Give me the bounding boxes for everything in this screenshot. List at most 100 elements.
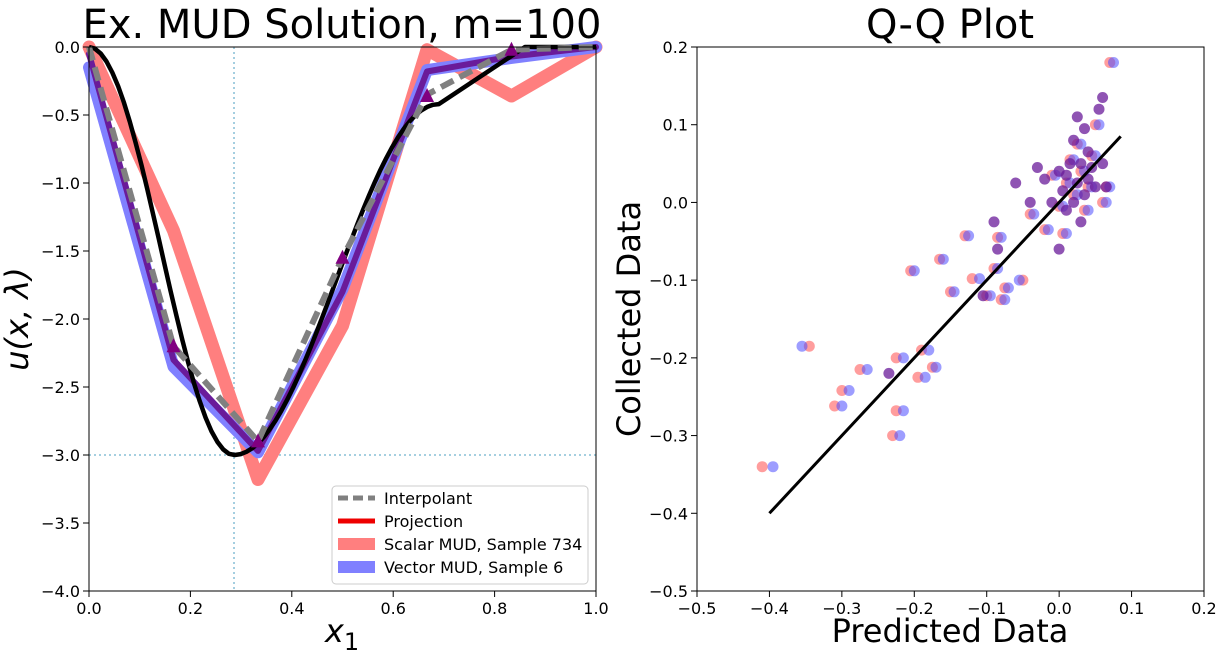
scatter-point [1002,282,1014,294]
scatter-point [995,231,1007,243]
right-x-tick-label: −0.3 [822,599,861,618]
left-y-tick-label: 0.0 [55,38,80,57]
scatter-point [1093,119,1105,131]
legend-label: Interpolant [384,489,472,508]
scatter-point [756,461,768,473]
left-y-axis-label: u(x, λ) [0,267,36,370]
qq-reference-line [768,135,1122,515]
series-line-3 [83,41,602,459]
series-line-2 [82,40,603,486]
right-x-tick-label: −0.4 [750,599,789,618]
left-x-tick-label: 0.2 [178,599,203,618]
left-x-tick-label: 0.8 [482,599,507,618]
scatter-point [1100,196,1112,208]
right-x-tick-label: 0.2 [1191,599,1216,618]
scatter-point [843,385,855,396]
right-x-tick-label: 0.1 [1119,599,1144,618]
scatter-point [1075,216,1087,228]
right-x-tick-label: 0.0 [1046,599,1071,618]
series-line-interpolant [86,44,597,447]
scatter-point [963,230,975,242]
right-y-tick-label: 0.1 [663,116,688,135]
scatter-point [861,364,873,375]
scatter-point [1093,103,1105,115]
triangle-marker [420,87,435,102]
right-x-tick-label: −0.1 [967,599,1006,618]
right-chart-title: Q-Q Plot [866,2,1034,48]
left-y-tick-label: −0.5 [41,106,80,125]
left-x-axis-label-sub: 1 [344,628,359,655]
legend-box [331,485,589,585]
scatter-point [988,216,1000,228]
scatter-point [948,286,960,298]
scatter-point [937,253,949,265]
scatter-point [1013,274,1025,286]
left-legend: Interpolant Projection Scalar MUD, Sample … [331,485,589,585]
scatter-point [1068,196,1080,208]
right-y-tick-label: −0.5 [649,582,688,601]
true-solution-curve [88,44,596,458]
scatter-point [1082,146,1094,158]
scatter-point [836,400,848,412]
scatter-point [897,405,909,417]
triangle-marker [335,249,350,264]
triangle-marker [504,41,519,56]
series-line-4 [86,44,599,454]
right-plot-area [756,57,1122,515]
legend-label: Scalar MUD, Sample 734 [384,535,582,554]
right-ticks: −0.5 −0.4 −0.3 −0.2 −0.1 0.0 0.1 0.2 0.2 0.1 0.0 −0… [649,38,1217,618]
scatter-point [930,361,942,373]
scatter-point [1089,181,1101,193]
right-y-axis-label: Collected Data [610,201,648,437]
left-y-tick-label: −3.0 [41,446,80,465]
scatter-point [894,430,906,442]
scatter-point [908,265,920,277]
right-axes-frame [696,46,1205,592]
left-ticks: 0.0 0.2 0.4 0.6 0.8 1.0 0.0 −0.5 −1.0 −1.5 −2.0 −2.… [41,38,609,618]
scatter-point [767,461,779,473]
legend-label: Projection [384,512,463,531]
left-y-tick-label: −3.5 [41,514,80,533]
left-x-tick-label: 0.6 [380,599,405,618]
scatter-point [796,340,808,352]
scatter-point [883,367,895,379]
scatter-point [1060,169,1072,181]
scatter-point [1100,181,1112,193]
left-y-tick-label: −2.5 [41,378,80,397]
right-x-tick-label: −0.2 [895,599,934,618]
left-x-axis-label-var: x [324,612,345,650]
scatter-point [1079,189,1090,201]
right-y-tick-label: −0.4 [649,504,688,523]
scatter-point [1024,196,1036,208]
triangle-marker [250,433,265,448]
left-y-tick-label: −1.5 [41,242,80,261]
scatter-point [992,243,1004,255]
scatter-point [1068,134,1080,146]
scatter-point [1097,92,1109,103]
right-y-tick-label: −0.2 [649,349,688,368]
scatter-point [977,290,989,302]
right-x-tick-label: −0.5 [678,599,717,618]
scatter-point [1028,208,1040,220]
scatter-point [1079,123,1090,135]
scatter-point [1071,111,1083,123]
scatter-point [1064,158,1076,170]
left-x-axis-label: x1 [324,612,359,655]
left-y-tick-label: −4.0 [41,582,80,601]
scatter-point [1042,224,1054,236]
right-y-tick-label: −0.3 [649,427,688,446]
right-chart: Q-Q Plot −0.5 −0.4 −0.3 −0.2 −0.1 0.0 0.1 0.2 0.… [610,2,1217,650]
left-chart-title: Ex. MUD Solution, m=100 [83,2,602,48]
left-x-tick-label: 0.4 [279,599,304,618]
scatter-point [1039,173,1051,185]
scatter-point [1060,204,1072,216]
scatter-point [1060,228,1072,239]
left-y-tick-label: −1.0 [41,174,80,193]
scatter-point [1075,158,1087,170]
right-y-tick-label: 0.2 [663,38,688,57]
scatter-point [897,352,909,364]
left-y-tick-label: −2.0 [41,310,80,329]
scatter-point [1031,162,1043,173]
scatter-point [1053,243,1065,255]
